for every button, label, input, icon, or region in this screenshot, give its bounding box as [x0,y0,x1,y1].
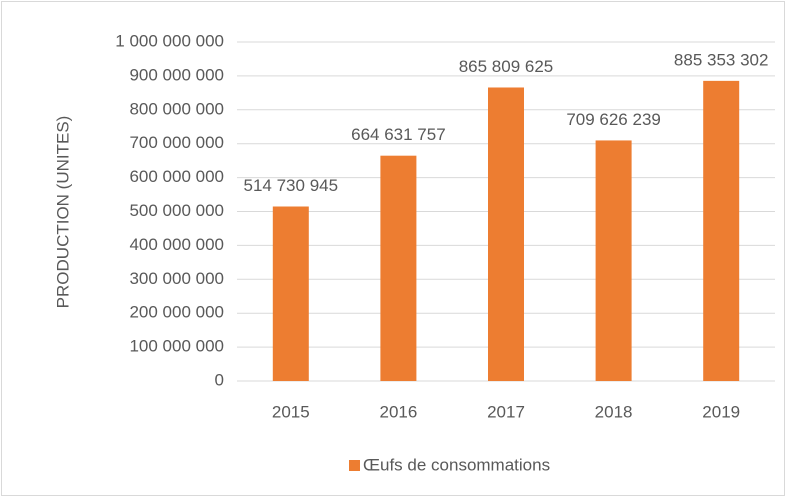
y-tick-label: 200 000 000 [129,303,224,322]
y-tick-label: 600 000 000 [129,167,224,186]
data-label: 664 631 757 [351,125,446,144]
y-axis-label: PRODUCTION (UNITES) [53,116,72,309]
x-tick-label: 2019 [702,402,740,421]
y-tick-label: 800 000 000 [129,99,224,118]
legend-swatch [349,460,360,471]
bar [380,155,417,381]
x-tick-label: 2018 [595,402,633,421]
x-tick-label: 2016 [379,402,417,421]
x-tick-label: 2017 [487,402,525,421]
bar [272,206,309,381]
y-tick-label: 500 000 000 [129,201,224,220]
bar [488,87,524,381]
x-tick-label: 2015 [272,402,310,421]
y-tick-label: 1 000 000 000 [115,31,224,50]
y-tick-label: 700 000 000 [129,133,224,152]
bar [703,80,740,381]
data-label: 865 809 625 [459,57,554,76]
y-tick-label: 400 000 000 [129,235,224,254]
legend-label: Œufs de consommations [363,455,550,474]
data-label: 885 353 302 [674,50,769,69]
data-label: 709 626 239 [566,110,661,129]
data-label: 514 730 945 [244,176,339,195]
y-tick-label: 0 [215,370,224,389]
y-tick-label: 100 000 000 [129,337,224,356]
y-tick-label: 900 000 000 [129,65,224,84]
y-tick-label: 300 000 000 [129,269,224,288]
bar [595,140,632,381]
